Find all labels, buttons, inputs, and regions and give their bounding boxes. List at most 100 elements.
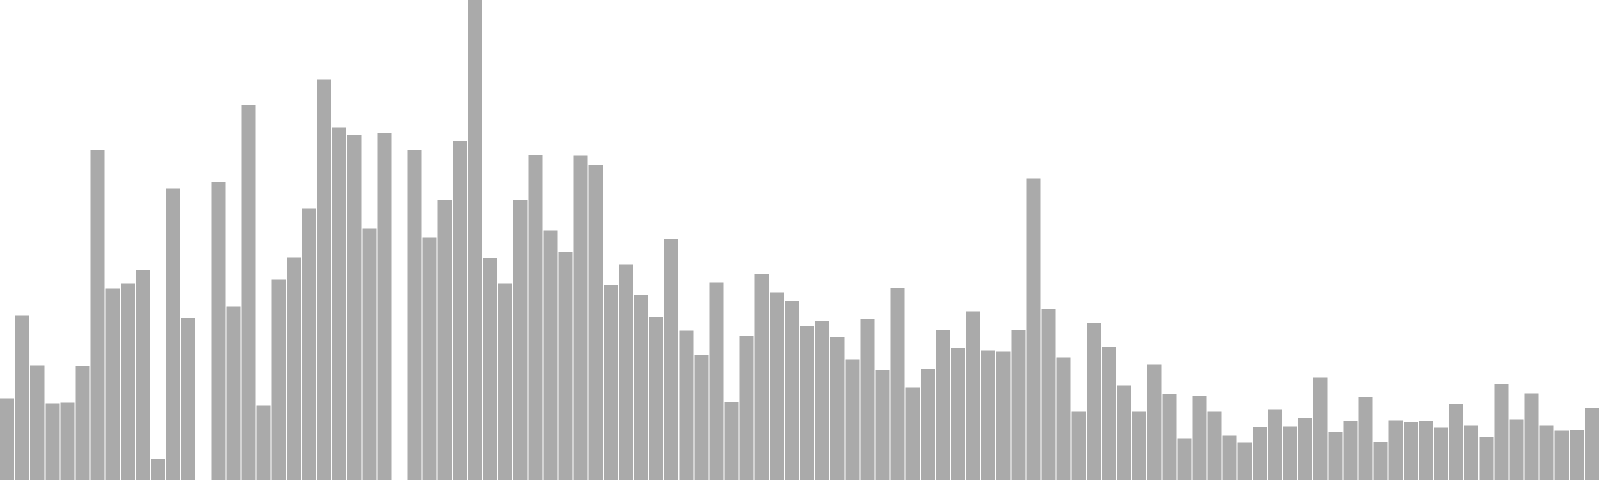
bar [664, 239, 679, 480]
bar [241, 105, 256, 480]
bar [754, 274, 769, 480]
bar [694, 355, 709, 480]
bar [90, 150, 105, 480]
bar [1101, 347, 1116, 480]
bar [1494, 384, 1509, 480]
bar [301, 208, 316, 480]
bar [60, 402, 75, 480]
bar [166, 188, 181, 480]
bar [105, 288, 120, 480]
bar [1071, 411, 1086, 480]
bar [437, 200, 452, 480]
bar [1252, 427, 1267, 480]
bar [860, 319, 875, 480]
bar [1147, 364, 1162, 480]
bar [1132, 411, 1147, 480]
bar [1328, 432, 1343, 480]
bar [1313, 377, 1328, 480]
bar [483, 258, 498, 480]
bar [226, 306, 241, 480]
bar [1026, 178, 1041, 480]
bar [1509, 419, 1524, 480]
bar [316, 79, 332, 480]
bar [75, 366, 90, 480]
bar [618, 264, 633, 480]
bar [1011, 329, 1026, 480]
bar [800, 325, 815, 480]
bar [452, 141, 467, 480]
bar [15, 315, 30, 480]
bar [649, 316, 664, 480]
bar [347, 134, 362, 480]
bar [407, 150, 422, 480]
bar [981, 350, 996, 480]
bar [1524, 393, 1539, 480]
bar [0, 398, 15, 480]
bar [573, 155, 588, 480]
bar [422, 237, 437, 480]
bar [1358, 396, 1373, 480]
bar [588, 165, 603, 480]
bar [724, 402, 739, 480]
bar [603, 285, 618, 480]
bar [1267, 409, 1283, 480]
bar [1041, 309, 1056, 480]
bar [543, 230, 558, 480]
bar [1207, 411, 1222, 480]
bar [920, 369, 935, 480]
bar [377, 132, 392, 480]
bar [769, 292, 784, 480]
bar [1373, 442, 1388, 480]
bar [1222, 435, 1237, 480]
bar [679, 330, 694, 480]
bar [845, 359, 860, 480]
bar [1177, 438, 1192, 480]
bar [633, 295, 649, 480]
bar [211, 181, 226, 480]
bar [332, 127, 347, 480]
bar [830, 336, 845, 480]
bar [1584, 408, 1599, 480]
bar [120, 283, 135, 480]
bar [966, 311, 981, 480]
bar [905, 387, 920, 480]
bar [996, 351, 1011, 480]
bar [1116, 385, 1132, 480]
bar [1433, 427, 1449, 480]
bar [286, 257, 301, 480]
bar [181, 317, 196, 480]
bar [256, 405, 271, 480]
bar [1162, 394, 1177, 480]
bar [1298, 418, 1313, 480]
bar [784, 300, 799, 480]
bar [1403, 421, 1418, 480]
bar [1418, 420, 1433, 480]
bar [890, 288, 905, 480]
bar [1449, 404, 1464, 480]
bar [271, 279, 286, 480]
bar [135, 269, 150, 480]
bar [709, 282, 724, 480]
bar [1192, 396, 1207, 480]
bar [513, 200, 528, 480]
bar [1554, 430, 1569, 480]
bar [1343, 420, 1358, 480]
bar [498, 283, 513, 480]
bar [150, 458, 166, 480]
bar [1464, 425, 1479, 480]
bar [362, 228, 377, 480]
bar [1479, 436, 1494, 480]
bar [467, 0, 483, 480]
bar [875, 370, 890, 480]
bar [1569, 430, 1584, 480]
bar [815, 321, 830, 480]
bar [1283, 426, 1298, 480]
bar [1237, 442, 1252, 480]
bar [528, 155, 543, 480]
bar [935, 330, 950, 480]
bar [1086, 323, 1101, 480]
bar [45, 403, 60, 480]
bar [558, 252, 573, 480]
bar [30, 365, 45, 480]
